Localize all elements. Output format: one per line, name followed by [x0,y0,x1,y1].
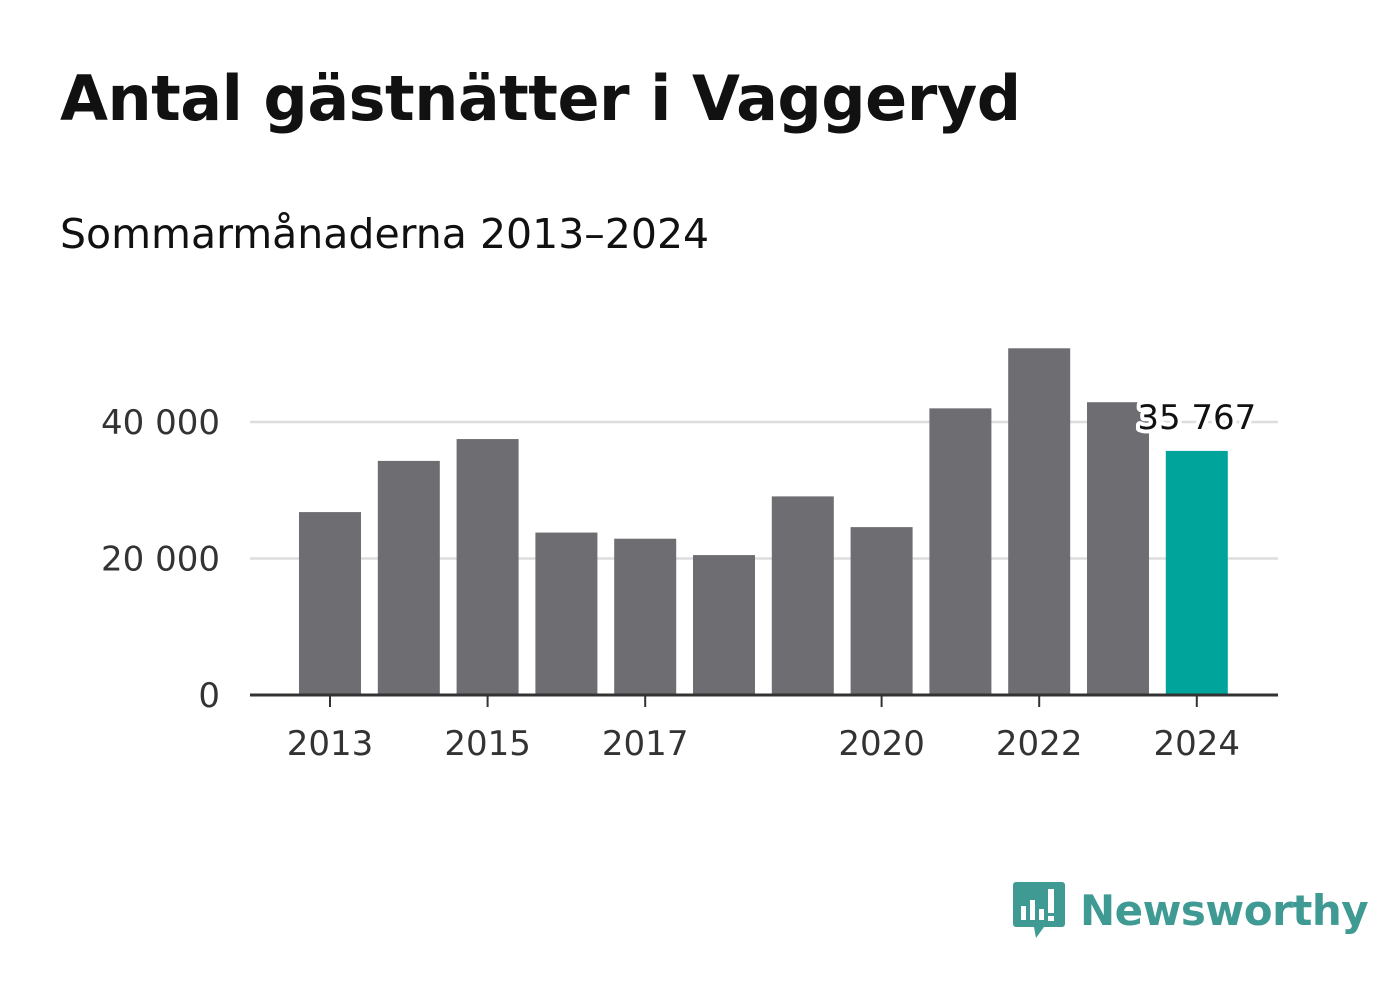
bar [850,527,913,695]
bar [771,496,834,695]
bar [535,532,598,695]
newsworthy-logo-icon [1013,882,1065,938]
x-tick-label: 2020 [838,724,925,764]
bar [929,408,992,695]
newsworthy-logo: Newsworthy [1012,880,1369,940]
y-tick-label: 40 000 [101,403,220,443]
bars [299,348,1228,695]
y-tick-label: 0 [198,676,220,716]
brand-name: Newsworthy [1080,885,1369,935]
chart-subtitle: Sommarmånaderna 2013–2024 [60,210,710,258]
bar [456,439,519,695]
x-tick-label: 2017 [602,724,689,764]
bar [1008,348,1071,695]
bar [377,460,440,695]
x-tick-label: 2022 [996,724,1083,764]
y-tick-label: 20 000 [101,540,220,580]
x-tick-label: 2024 [1154,724,1241,764]
bar [614,538,677,695]
bar [1087,402,1149,695]
axes: 0 20 000 40 000 2013 2015 2017 2020 2022 2024 [101,403,1278,764]
bar [693,555,755,695]
bar-highlight [1165,450,1228,695]
chart-title: Antal gästnätter i Vaggeryd [60,62,1021,135]
value-label: 35 767 [1137,398,1256,438]
value-label-halo: 35 767 [1137,398,1256,438]
x-tick-label: 2013 [287,724,374,764]
x-tick-label: 2015 [444,724,531,764]
bar [299,512,361,695]
